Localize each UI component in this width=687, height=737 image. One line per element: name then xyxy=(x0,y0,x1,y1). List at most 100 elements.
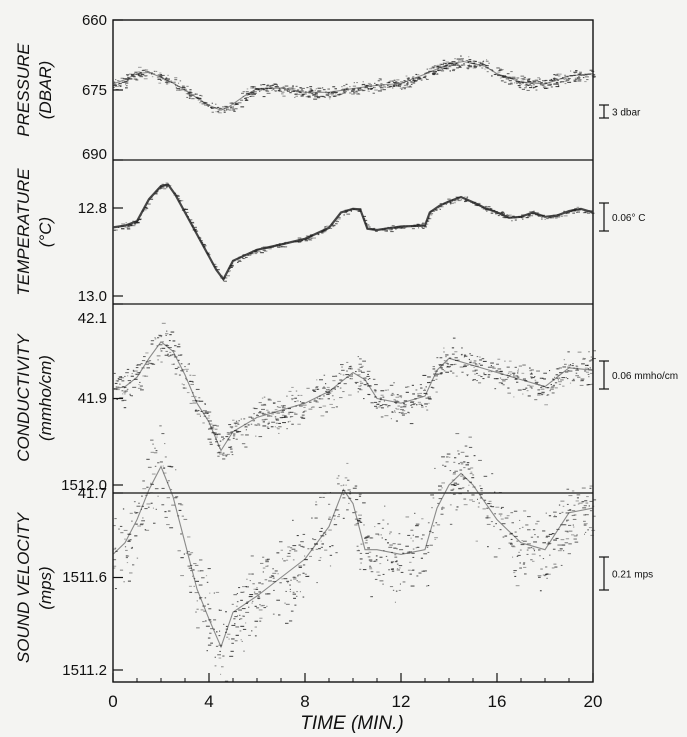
pressure-point xyxy=(502,75,507,77)
sound-velocity-point xyxy=(444,465,447,467)
conductivity-point xyxy=(122,393,124,395)
temperature-point xyxy=(384,228,387,230)
conductivity-point xyxy=(194,410,197,412)
conductivity-point xyxy=(261,412,264,414)
conductivity-point xyxy=(213,432,217,434)
pressure-point xyxy=(566,78,570,80)
temperature-point xyxy=(390,226,392,228)
conductivity-point xyxy=(469,362,472,364)
conductivity-point xyxy=(216,452,221,454)
sound-velocity-point xyxy=(545,566,548,568)
sound-velocity-point xyxy=(183,518,188,520)
temperature-y-tick-label: 12.8 xyxy=(78,200,107,217)
conductivity-point xyxy=(342,374,345,376)
pressure-point xyxy=(540,84,543,86)
temperature-point xyxy=(252,250,256,252)
sound-velocity-point xyxy=(571,510,576,512)
conductivity-point xyxy=(216,425,219,427)
sound-velocity-point xyxy=(569,509,572,511)
sound-velocity-point xyxy=(397,543,402,545)
pressure-point xyxy=(244,99,249,101)
conductivity-point xyxy=(425,386,427,388)
sound-velocity-point xyxy=(266,558,270,560)
conductivity-point xyxy=(335,406,338,408)
sound-velocity-point xyxy=(213,628,215,630)
conductivity-point xyxy=(348,394,352,396)
temperature-point xyxy=(474,204,477,206)
pressure-point xyxy=(284,85,289,87)
sound-velocity-point xyxy=(458,487,461,489)
conductivity-point xyxy=(314,399,316,401)
pressure-point xyxy=(145,70,148,72)
temperature-point xyxy=(490,208,493,210)
pressure-point xyxy=(344,87,348,89)
temperature-point xyxy=(482,207,484,209)
conductivity-point xyxy=(233,422,238,424)
pressure-point xyxy=(370,88,373,90)
sound-velocity-point xyxy=(322,532,327,534)
sound-velocity-point xyxy=(328,529,332,531)
pressure-point xyxy=(582,77,585,79)
temperature-point xyxy=(224,276,226,278)
sound-velocity-point xyxy=(438,489,442,491)
conductivity-point xyxy=(411,406,414,408)
conductivity-point xyxy=(476,372,478,374)
temperature-point xyxy=(261,247,263,249)
sound-velocity-point xyxy=(183,553,185,555)
pressure-point xyxy=(555,86,560,88)
sound-velocity-point xyxy=(167,510,171,512)
temperature-point xyxy=(155,191,158,193)
temperature-point xyxy=(494,211,498,213)
conductivity-point xyxy=(507,375,511,377)
pressure-point xyxy=(486,65,489,67)
temperature-point xyxy=(571,210,573,212)
conductivity-point xyxy=(454,351,458,353)
temperature-point xyxy=(502,216,506,218)
temperature-point xyxy=(270,247,272,249)
conductivity-point xyxy=(436,373,439,375)
sound-velocity-point xyxy=(375,559,378,561)
pressure-point xyxy=(322,87,324,89)
sound-velocity-point xyxy=(342,497,346,499)
pressure-point xyxy=(591,75,596,77)
pressure-point xyxy=(532,84,535,86)
pressure-point xyxy=(151,76,154,78)
sound-velocity-point xyxy=(227,633,231,635)
pressure-point xyxy=(399,87,403,89)
pressure-point xyxy=(550,78,553,80)
temperature-point xyxy=(127,224,132,226)
temperature-point xyxy=(162,186,165,188)
sound-velocity-point xyxy=(355,511,358,513)
conductivity-point xyxy=(178,359,180,361)
sound-velocity-point xyxy=(466,462,470,464)
conductivity-point xyxy=(217,455,220,457)
temperature-point xyxy=(161,183,164,185)
temperature-point xyxy=(321,230,324,232)
pressure-point xyxy=(357,88,360,90)
sound-velocity-point xyxy=(398,589,401,591)
conductivity-point xyxy=(449,370,453,372)
temperature-point xyxy=(316,232,320,234)
temperature-point xyxy=(355,209,360,211)
pressure-point xyxy=(403,88,406,90)
pressure-point xyxy=(251,94,253,96)
conductivity-point xyxy=(555,368,558,370)
conductivity-point xyxy=(507,372,510,374)
pressure-point xyxy=(331,92,335,94)
conductivity-point xyxy=(118,376,123,378)
sound-velocity-point xyxy=(376,571,380,573)
conductivity-point xyxy=(504,360,506,362)
sound-velocity-point xyxy=(388,546,393,548)
pressure-point xyxy=(288,90,290,92)
temperature-point xyxy=(272,245,276,247)
pressure-point xyxy=(570,75,573,77)
pressure-point xyxy=(417,78,421,80)
conductivity-point xyxy=(156,355,161,357)
conductivity-point xyxy=(474,373,477,375)
pressure-point xyxy=(481,67,483,69)
pressure-point xyxy=(228,109,232,111)
temperature-point xyxy=(275,244,278,246)
pressure-point xyxy=(393,82,397,84)
sound-velocity-point xyxy=(398,565,403,567)
conductivity-point xyxy=(208,423,213,425)
